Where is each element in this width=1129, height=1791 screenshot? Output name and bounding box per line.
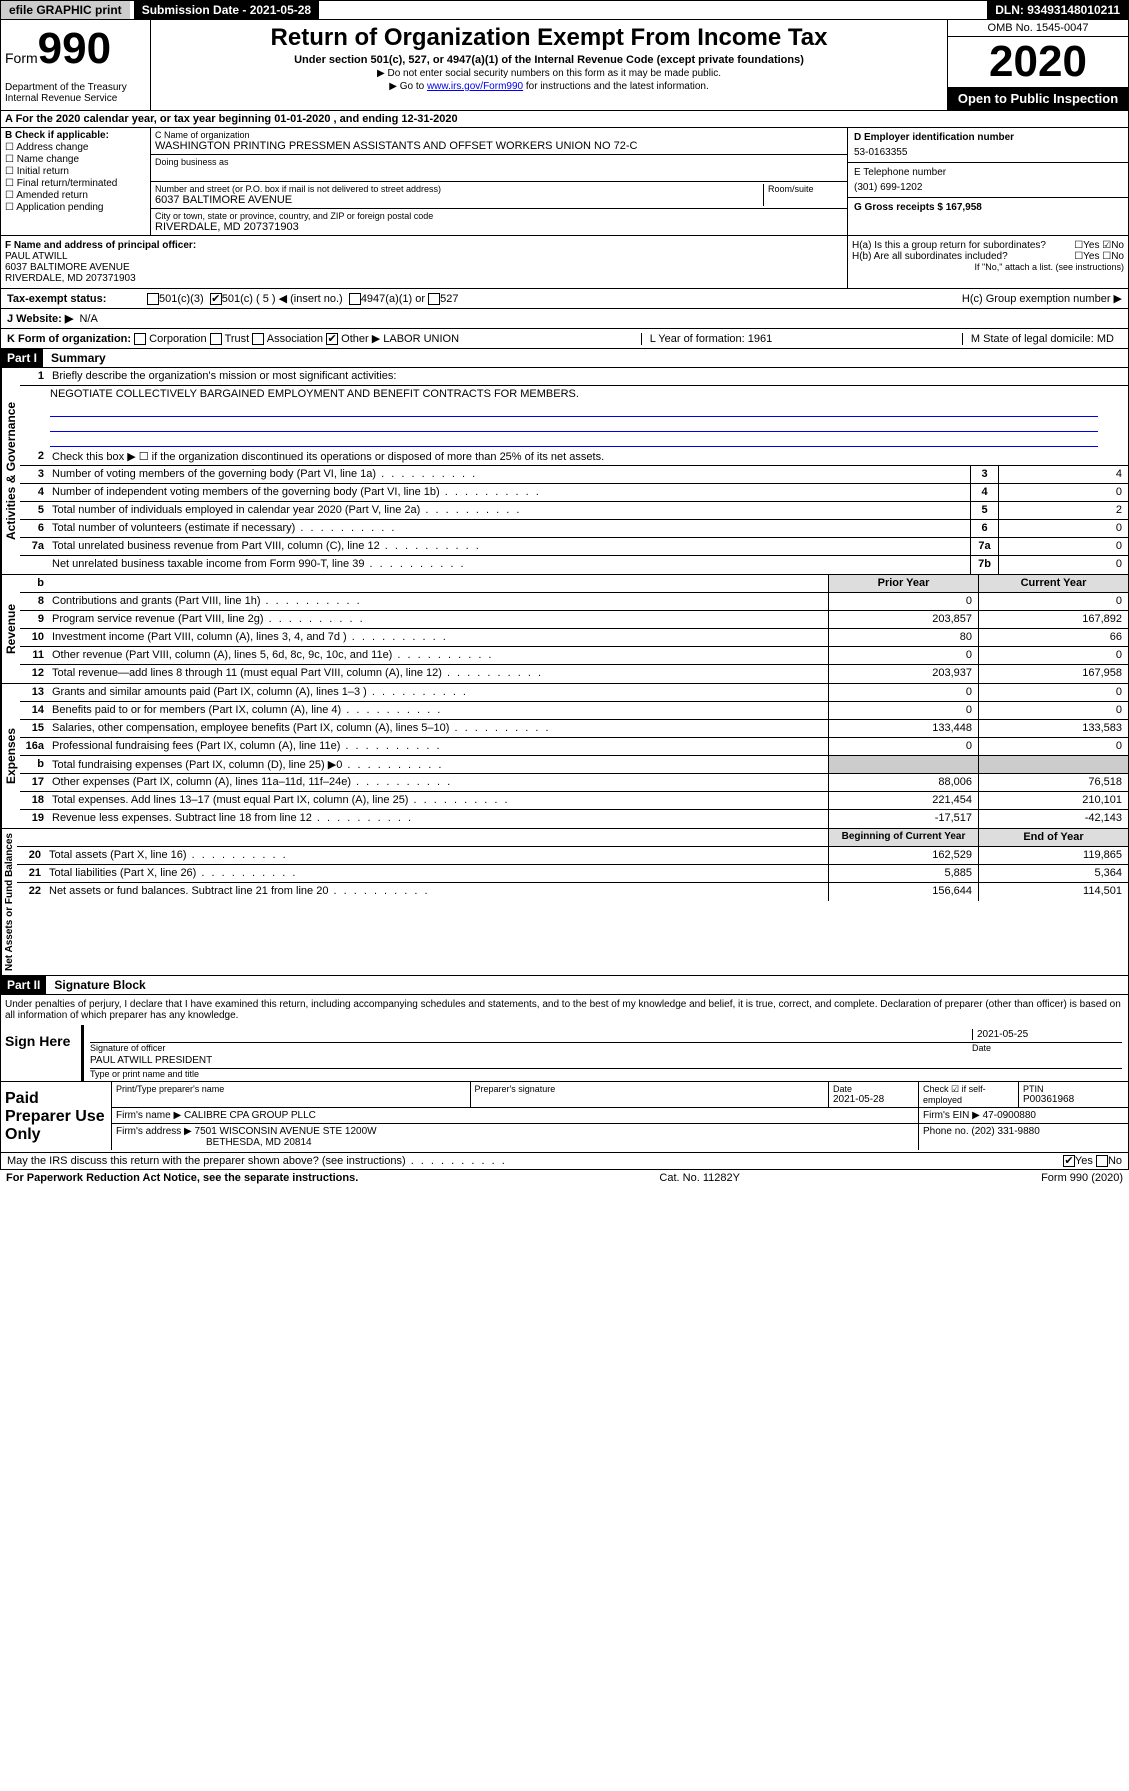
netassets-section: Net Assets or Fund Balances Beginning of… — [0, 829, 1129, 976]
data-row: 16aProfessional fundraising fees (Part I… — [20, 738, 1128, 756]
col-b: B Check if applicable: ☐ Address change … — [1, 128, 151, 235]
tax-status-row: Tax-exempt status: 501(c)(3) 501(c) ( 5 … — [0, 289, 1129, 309]
header-grid: Form990 Department of the Treasury Inter… — [0, 20, 1129, 111]
data-row: 15Salaries, other compensation, employee… — [20, 720, 1128, 738]
website-row: J Website: ▶ N/A — [0, 309, 1129, 329]
data-row: 10Investment income (Part VIII, column (… — [20, 629, 1128, 647]
irs-link[interactable]: www.irs.gov/Form990 — [427, 81, 523, 92]
data-row: 19Revenue less expenses. Subtract line 1… — [20, 810, 1128, 828]
efile-btn[interactable]: efile GRAPHIC print — [1, 1, 130, 19]
data-row: 17Other expenses (Part IX, column (A), l… — [20, 774, 1128, 792]
revenue-section: Revenue bPrior YearCurrent Year 8Contrib… — [0, 575, 1129, 684]
year-cell: OMB No. 1545-0047 2020 Open to Public In… — [948, 20, 1128, 110]
dln: DLN: 93493148010211 — [987, 1, 1128, 19]
data-row: 11Other revenue (Part VIII, column (A), … — [20, 647, 1128, 665]
col-r: D Employer identification number53-01633… — [848, 128, 1128, 235]
gov-row: Net unrelated business taxable income fr… — [20, 556, 1128, 574]
signature-section: Under penalties of perjury, I declare th… — [0, 995, 1129, 1082]
part2-hdr: Part II Signature Block — [0, 976, 1129, 995]
line-a: A For the 2020 calendar year, or tax yea… — [0, 111, 1129, 128]
gov-row: 6Total number of volunteers (estimate if… — [20, 520, 1128, 538]
gov-row: 7aTotal unrelated business revenue from … — [20, 538, 1128, 556]
preparer-section: Paid Preparer Use Only Print/Type prepar… — [0, 1082, 1129, 1153]
data-row: 13Grants and similar amounts paid (Part … — [20, 684, 1128, 702]
part1-hdr: Part I Summary — [0, 349, 1129, 368]
form-title: Return of Organization Exempt From Incom… — [155, 24, 943, 52]
top-bar: efile GRAPHIC print Submission Date - 20… — [0, 0, 1129, 20]
subdate-btn[interactable]: Submission Date - 2021-05-28 — [134, 1, 319, 19]
data-row: 20Total assets (Part X, line 16)162,5291… — [17, 847, 1128, 865]
governance-section: Activities & Governance 1Briefly describ… — [0, 368, 1129, 575]
dept: Department of the Treasury Internal Reve… — [5, 82, 146, 104]
gov-row: 4Number of independent voting members of… — [20, 484, 1128, 502]
fgh-grid: F Name and address of principal officer:… — [0, 236, 1129, 289]
data-row: 12Total revenue—add lines 8 through 11 (… — [20, 665, 1128, 683]
data-row: 14Benefits paid to or for members (Part … — [20, 702, 1128, 720]
entity-grid: B Check if applicable: ☐ Address change … — [0, 128, 1129, 236]
data-row: 21Total liabilities (Part X, line 26)5,8… — [17, 865, 1128, 883]
gov-row: 3Number of voting members of the governi… — [20, 466, 1128, 484]
data-row: 22Net assets or fund balances. Subtract … — [17, 883, 1128, 901]
data-row: bTotal fundraising expenses (Part IX, co… — [20, 756, 1128, 774]
form-number-cell: Form990 Department of the Treasury Inter… — [1, 20, 151, 110]
expenses-section: Expenses 13Grants and similar amounts pa… — [0, 684, 1129, 829]
footer-row: For Paperwork Reduction Act Notice, see … — [0, 1170, 1129, 1186]
data-row: 9Program service revenue (Part VIII, lin… — [20, 611, 1128, 629]
title-cell: Return of Organization Exempt From Incom… — [151, 20, 948, 110]
discuss-row: May the IRS discuss this return with the… — [0, 1153, 1129, 1170]
data-row: 18Total expenses. Add lines 13–17 (must … — [20, 792, 1128, 810]
data-row: 8Contributions and grants (Part VIII, li… — [20, 593, 1128, 611]
gov-row: 5Total number of individuals employed in… — [20, 502, 1128, 520]
col-c: C Name of organizationWASHINGTON PRINTIN… — [151, 128, 848, 235]
k-row: K Form of organization: Corporation Trus… — [0, 329, 1129, 349]
